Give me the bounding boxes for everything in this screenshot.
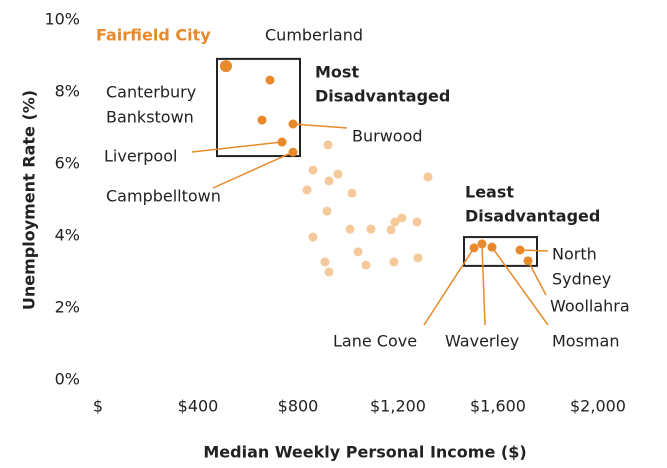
region-label: Disadvantaged (465, 207, 600, 226)
point-label: Sydney (552, 270, 611, 289)
point-label: Woollahra (550, 297, 630, 316)
point (523, 256, 533, 266)
y-tick-label: 4% (55, 226, 80, 245)
leader-line (519, 249, 549, 252)
point (288, 119, 298, 129)
leader-line (491, 246, 549, 326)
x-axis-label: Median Weekly Personal Income ($) (203, 443, 526, 462)
point (386, 225, 396, 235)
point (412, 217, 422, 227)
point (257, 115, 267, 125)
point (324, 267, 334, 277)
point (265, 75, 275, 85)
y-tick-label: 0% (55, 370, 80, 389)
leader-line (481, 243, 486, 326)
point (288, 147, 298, 157)
point-label: North (552, 245, 597, 264)
point (361, 260, 371, 270)
point-label: Burwood (352, 127, 423, 146)
x-tick-label: $ (93, 397, 103, 416)
point-label: Bankstown (106, 108, 194, 127)
point (308, 232, 318, 242)
point (302, 185, 312, 195)
point (389, 257, 399, 267)
region-label: Most (315, 63, 359, 82)
point (515, 245, 525, 255)
point-label: Fairfield City (96, 26, 211, 45)
point-label: Cumberland (265, 26, 363, 45)
point-label: Waverley (445, 332, 519, 351)
point (469, 243, 479, 253)
point (397, 213, 407, 223)
point-label: Mosman (552, 332, 619, 351)
point (353, 247, 363, 257)
leader-line (423, 247, 475, 326)
point (347, 188, 357, 198)
leader-line (191, 141, 283, 153)
x-tick-label: $1,200 (370, 397, 426, 416)
x-tick-label: $800 (278, 397, 319, 416)
point-label: Liverpool (104, 147, 177, 166)
point (477, 239, 487, 249)
point (333, 169, 343, 179)
x-tick-label: $2,000 (570, 397, 626, 416)
y-tick-label: 2% (55, 298, 80, 317)
point (320, 257, 330, 267)
region-box (216, 57, 301, 158)
y-tick-label: 10% (44, 10, 80, 29)
point (322, 206, 332, 216)
point (220, 60, 232, 73)
region-label: Disadvantaged (315, 87, 450, 106)
leader-line (292, 123, 348, 129)
point-label: Canterbury (106, 83, 196, 102)
point (308, 165, 318, 175)
point-label: Campbelltown (106, 187, 221, 206)
leader-line (212, 151, 294, 189)
y-tick-label: 6% (55, 154, 80, 173)
x-tick-label: $1,600 (470, 397, 526, 416)
point (423, 172, 433, 182)
x-tick-label: $400 (178, 397, 219, 416)
y-tick-label: 8% (55, 82, 80, 101)
point (324, 176, 334, 186)
region-label: Least (465, 183, 514, 202)
region-box (463, 236, 538, 267)
y-axis-label: Unemployment Rate (%) (20, 90, 39, 310)
point (345, 224, 355, 234)
point (487, 242, 497, 252)
point (277, 137, 287, 147)
point (390, 217, 400, 227)
point (413, 253, 423, 263)
leader-line (527, 260, 547, 296)
point (366, 224, 376, 234)
point (323, 140, 333, 150)
point-label: Lane Cove (333, 332, 417, 351)
